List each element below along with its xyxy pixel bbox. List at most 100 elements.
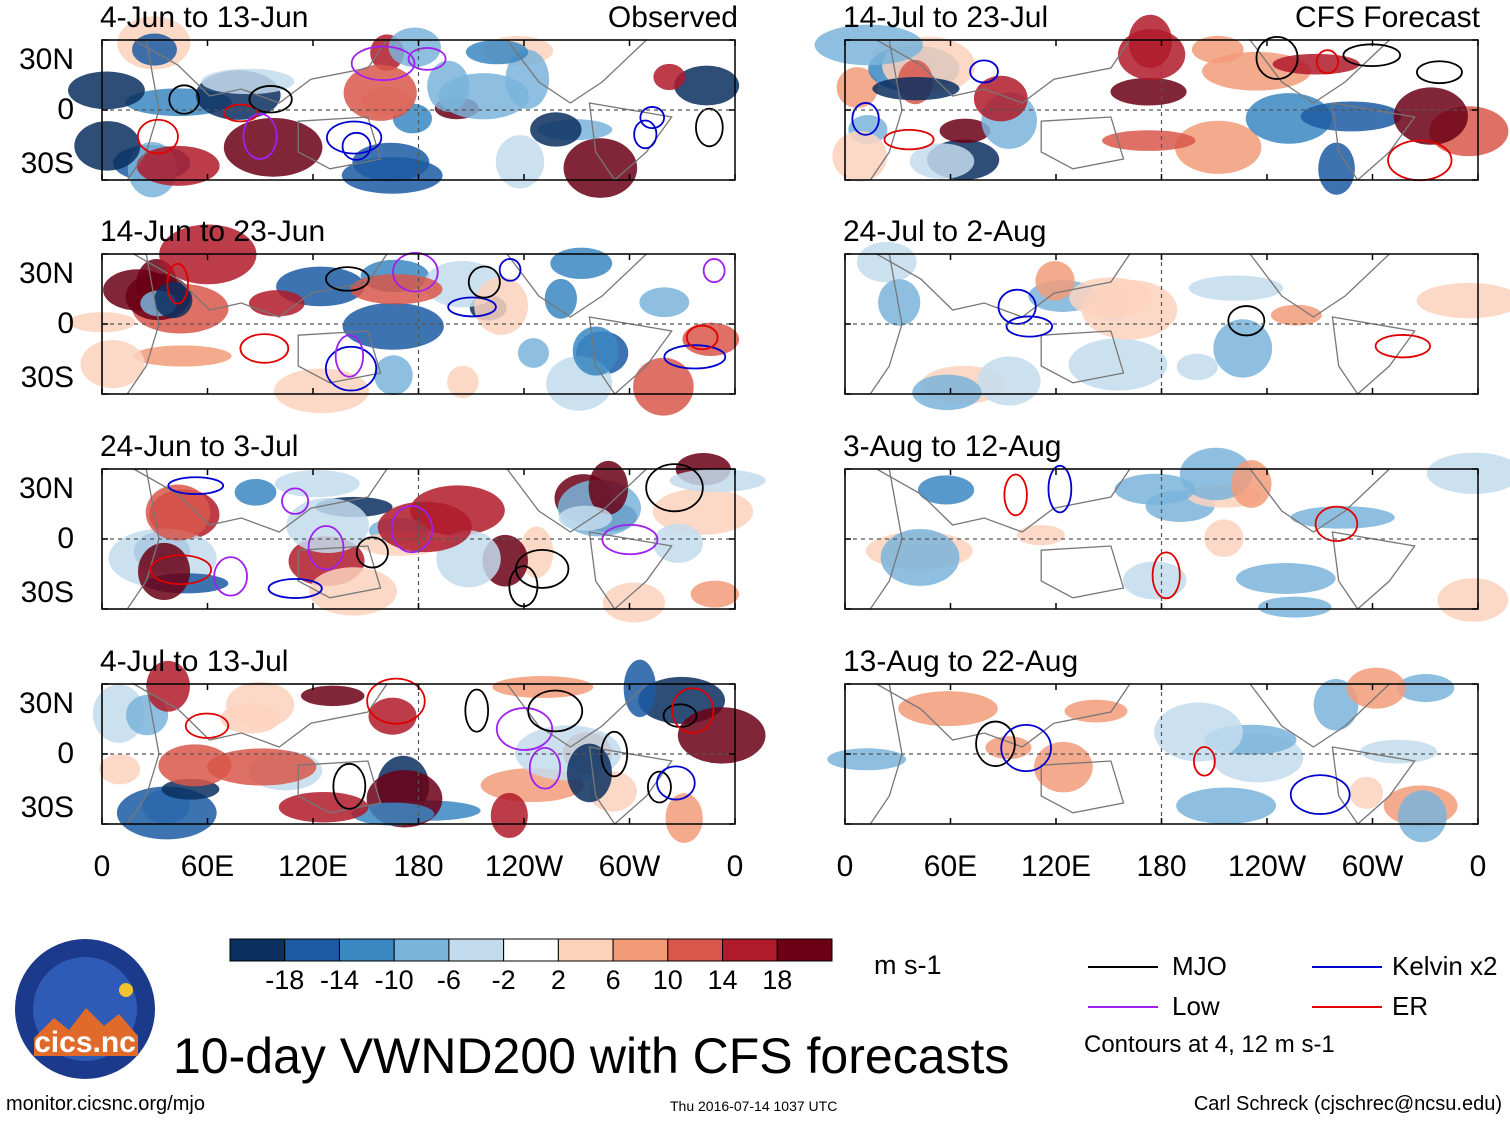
wave-contour: [324, 345, 378, 392]
colorbar-tick-label: -6: [436, 965, 461, 995]
x-tick-label: 180: [1136, 850, 1187, 883]
wave-contour: [464, 688, 490, 733]
legend-mjo-line: [1088, 966, 1158, 968]
wave-contour: [647, 770, 672, 804]
y-tick-label: 30S: [20, 147, 74, 180]
colorbar-tick-label: -10: [374, 965, 414, 995]
anomaly-blob: [495, 135, 545, 189]
anomaly-blob: [226, 681, 295, 728]
wave-contour: [267, 578, 323, 599]
colorbar-tick-label: 14: [707, 965, 738, 995]
coastline: [1040, 545, 1125, 599]
anomaly-blob: [1204, 519, 1244, 558]
colorbar-tick-label: -18: [265, 965, 305, 995]
anomaly-blob: [909, 143, 975, 179]
observed-period-label: 4-Jul to 13-Jul: [100, 645, 289, 678]
coastline: [297, 116, 382, 170]
anomaly-blob: [1397, 674, 1455, 703]
wave-contour: [662, 703, 698, 728]
x-tick-label: 120E: [277, 850, 349, 883]
wave-contour: [325, 120, 383, 155]
wave-contour: [1255, 35, 1299, 80]
wave-contour: [222, 103, 259, 123]
coastline: [874, 39, 1132, 104]
anomaly-blob: [99, 754, 141, 785]
wave-contour: [1151, 551, 1181, 600]
coastline: [297, 330, 382, 384]
coastline: [1331, 102, 1416, 181]
anomaly-blob: [248, 290, 305, 317]
wave-contour: [168, 84, 200, 115]
anomaly-blob: [814, 24, 924, 66]
wave-contour: [407, 47, 447, 71]
coastline: [874, 683, 1132, 748]
anomaly-blob: [1235, 563, 1336, 594]
anomaly-blob: [300, 685, 365, 707]
forecast-period-label: 14-Jul to 23-Jul: [843, 1, 1049, 34]
colorbar-tick-label: 10: [652, 965, 683, 995]
forecast-header: CFS Forecast: [1294, 1, 1480, 34]
wave-contour: [447, 296, 497, 318]
x-tick-label: 120W: [484, 850, 564, 883]
anomaly-blob: [368, 697, 417, 735]
wave-contour: [1193, 746, 1216, 777]
x-tick-label: 0: [1469, 850, 1487, 883]
anomaly-blob: [1290, 506, 1395, 529]
legend-kelvin-label: Kelvin x2: [1392, 951, 1498, 981]
wave-contour: [149, 554, 213, 586]
coastline: [131, 468, 389, 533]
anomaly-blob: [517, 338, 549, 368]
cics-logo: cics.nc: [14, 938, 156, 1080]
wave-contour: [671, 687, 715, 734]
colorbar: [229, 938, 833, 962]
anomaly-blob: [1258, 596, 1332, 618]
anomaly-blob: [827, 748, 907, 771]
coastline: [588, 316, 673, 395]
colorbar-swatch: [722, 938, 778, 962]
footer-url[interactable]: monitor.cicsnc.org/mjo: [6, 1093, 205, 1115]
wave-contour: [1003, 473, 1028, 517]
wave-contour: [639, 106, 665, 130]
anomaly-blob: [588, 460, 629, 515]
anomaly-blob: [665, 793, 703, 843]
anomaly-blob: [653, 523, 703, 564]
anomaly-blob: [985, 736, 1032, 760]
coastline: [1040, 330, 1125, 384]
colorbar-tick-label: -14: [319, 965, 359, 995]
anomaly-blob: [1437, 578, 1509, 622]
anomaly-blob: [690, 580, 739, 608]
legend-mjo-label: MJO: [1172, 951, 1227, 981]
wave-contour: [656, 765, 696, 801]
wave-contour: [136, 118, 179, 155]
wave-contour: [883, 128, 935, 151]
anomaly-blob: [154, 281, 193, 319]
wave-contour: [1374, 334, 1431, 359]
anomaly-blob: [1176, 787, 1277, 824]
wave-contour: [366, 677, 426, 725]
wave-contour: [1005, 315, 1053, 338]
anomaly-blob: [832, 131, 888, 182]
anomaly-blob: [447, 365, 479, 399]
anomaly-blob: [633, 357, 694, 416]
anomaly-blob: [343, 64, 417, 121]
x-tick-label: 0: [93, 850, 111, 883]
anomaly-blob: [234, 478, 277, 506]
coastline: [874, 468, 1132, 533]
y-tick-label: 30N: [18, 687, 74, 720]
footer-author: Carl Schreck (cjschrec@ncsu.edu): [1193, 1093, 1502, 1115]
observed-panel-3: [101, 452, 766, 623]
colorbar-tick-label: -2: [491, 965, 516, 995]
anomaly-blob: [146, 660, 190, 712]
colorbar-tick-label: 18: [762, 965, 793, 995]
wave-contour: [495, 707, 554, 751]
anomaly-blob: [350, 274, 443, 305]
colorbar-swatch: [503, 938, 559, 962]
colorbar-swatch: [776, 938, 833, 962]
anomaly-blob: [1213, 319, 1273, 378]
wave-contour: [975, 720, 1016, 767]
y-tick-label: 0: [57, 93, 74, 126]
anomaly-blob: [1416, 282, 1510, 319]
wave-contour: [184, 712, 230, 739]
forecast-panel-4: [827, 667, 1479, 843]
x-tick-label: 0: [836, 850, 854, 883]
